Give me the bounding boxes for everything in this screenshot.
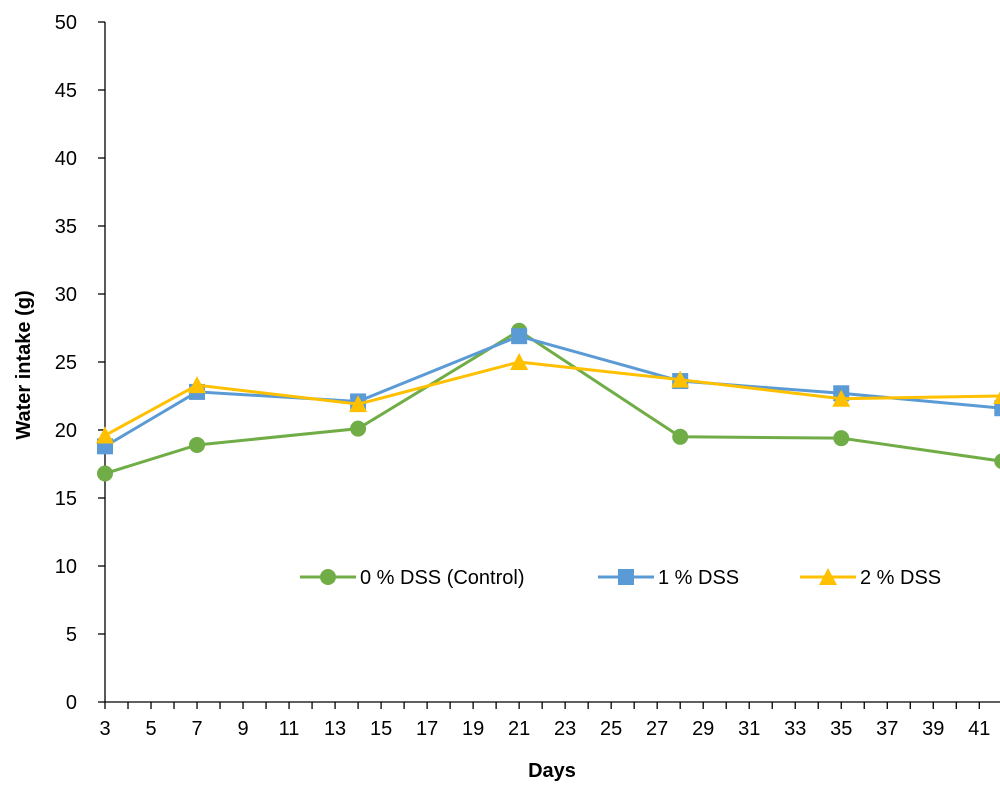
y-tick-label: 5 (66, 624, 77, 646)
series-layer (96, 322, 1000, 482)
y-tick-label: 10 (55, 556, 77, 578)
x-tick-label: 27 (646, 718, 668, 740)
data-point (993, 391, 1000, 404)
data-point (833, 430, 850, 447)
data-point (994, 453, 1000, 469)
data-point (350, 420, 367, 437)
data-point (97, 465, 113, 482)
series-line (104, 328, 1000, 475)
x-tick-label: 5 (145, 718, 156, 740)
y-tick-label: 35 (55, 216, 77, 238)
x-tick-label: 23 (554, 718, 576, 740)
x-tick-label: 19 (462, 718, 484, 740)
x-axis-title: Days (528, 760, 576, 782)
data-point (672, 428, 689, 445)
series-0 (97, 322, 1000, 482)
x-tick-label: 3 (99, 718, 110, 740)
x-tick-label: 21 (508, 718, 530, 740)
legend-marker (320, 569, 336, 585)
legend-label: 0 % DSS (Control) (360, 567, 525, 589)
x-tick-label: 9 (237, 718, 248, 740)
data-point (671, 370, 690, 388)
legend-marker (618, 569, 634, 585)
y-tick-label: 25 (55, 352, 77, 374)
x-tick-label: 29 (692, 718, 714, 740)
data-point (188, 376, 207, 394)
legend-item-0: 0 % DSS (Control) (300, 567, 525, 589)
x-tick-label: 31 (738, 718, 760, 740)
x-tick-label: 11 (279, 718, 300, 740)
x-tick-label: 7 (191, 718, 202, 740)
x-tick-label: 13 (324, 718, 346, 740)
x-tick-label: 15 (370, 718, 392, 740)
x-tick-label: 35 (830, 718, 852, 740)
legend-marker (819, 568, 837, 585)
y-tick-label: 15 (55, 488, 77, 510)
x-tick-label: 17 (416, 718, 438, 740)
legend-label: 1 % DSS (658, 567, 739, 589)
y-tick-label: 40 (55, 148, 77, 170)
x-tick-label: 25 (600, 718, 622, 740)
legend-item-2: 2 % DSS (800, 567, 941, 589)
x-tick-label: 39 (922, 718, 944, 740)
series-line (104, 360, 1000, 437)
data-point (510, 353, 529, 370)
legend-label: 2 % DSS (860, 567, 941, 589)
y-tick-label: 0 (66, 692, 77, 714)
data-point (994, 400, 1000, 417)
legend-item-1: 1 % DSS (598, 567, 739, 589)
data-point (96, 426, 114, 444)
data-point (511, 328, 528, 345)
x-tick-label: 37 (876, 718, 898, 740)
legend: 0 % DSS (Control) 1 % DSS 2 % DSS (300, 567, 941, 589)
y-tick-label: 45 (55, 80, 77, 102)
y-tick-label: 20 (55, 420, 77, 442)
x-tick-label: 33 (784, 718, 806, 740)
y-tick-label: 50 (55, 12, 77, 34)
data-point (189, 436, 206, 453)
series-2 (96, 353, 1000, 444)
y-axis-title: Water intake (g) (13, 290, 35, 439)
series-1 (97, 328, 1000, 455)
data-point (349, 395, 368, 413)
data-point (832, 389, 851, 407)
x-tick-label: 41 (968, 718, 990, 740)
y-tick-label: 30 (55, 284, 77, 306)
